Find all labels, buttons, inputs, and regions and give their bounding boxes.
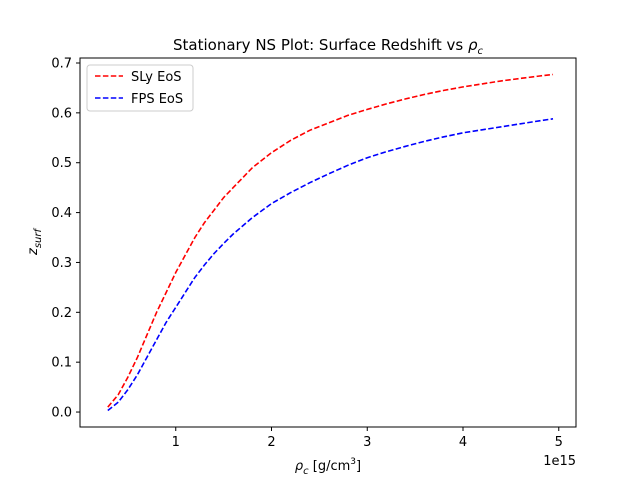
y-tick-label: 0.2 — [51, 306, 72, 321]
legend: SLy EoS FPS EoS — [86, 64, 194, 112]
y-axis-label: zsurf — [26, 228, 44, 256]
legend-label-sly: SLy EoS — [131, 70, 182, 85]
chart-title: Stationary NS Plot: Surface Redshift vs … — [173, 36, 484, 57]
legend-label-fps: FPS EoS — [131, 92, 183, 107]
y-tick-label: 0.3 — [51, 256, 72, 271]
axis-ticks: 1 2 3 4 5 0.0 0.1 0.2 0.3 0.4 0.5 0.6 0.7 — [51, 56, 563, 450]
y-tick-label: 0.7 — [51, 56, 72, 71]
plot-frame — [79, 57, 577, 428]
y-tick-label: 0.1 — [51, 356, 72, 371]
x-tick-label: 2 — [267, 435, 275, 450]
y-tick-label: 0.4 — [51, 206, 72, 221]
x-axis-offset-label: 1e15 — [543, 454, 576, 469]
x-tick-label: 1 — [172, 435, 180, 450]
y-tick-label: 0.5 — [51, 156, 72, 171]
y-tick-label: 0.6 — [51, 106, 72, 121]
x-tick-label: 4 — [459, 435, 467, 450]
series-line-sly — [107, 73, 554, 408]
y-tick-label: 0.0 — [51, 406, 72, 421]
series-layer — [107, 73, 554, 412]
x-tick-label: 5 — [555, 435, 563, 450]
x-axis-label: ρc [g/cm3] — [295, 457, 361, 477]
x-tick-label: 3 — [363, 435, 371, 450]
